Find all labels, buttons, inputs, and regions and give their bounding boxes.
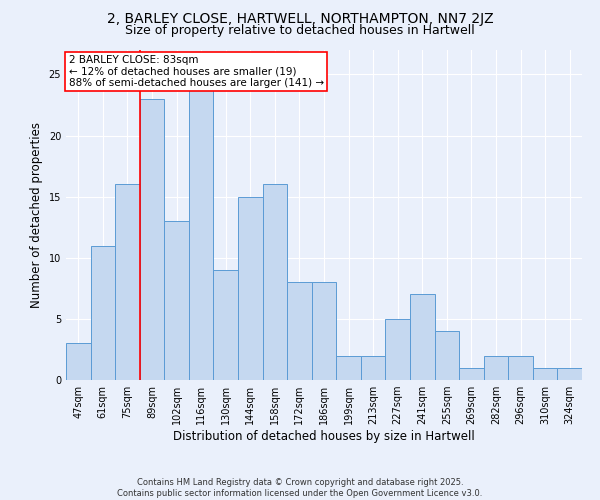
Bar xyxy=(263,184,287,380)
Y-axis label: Number of detached properties: Number of detached properties xyxy=(30,122,43,308)
Bar xyxy=(312,282,336,380)
Text: Size of property relative to detached houses in Hartwell: Size of property relative to detached ho… xyxy=(125,24,475,37)
Bar xyxy=(115,184,140,380)
Bar xyxy=(361,356,385,380)
Bar xyxy=(484,356,508,380)
Bar xyxy=(434,331,459,380)
X-axis label: Distribution of detached houses by size in Hartwell: Distribution of detached houses by size … xyxy=(173,430,475,443)
Bar xyxy=(508,356,533,380)
Bar xyxy=(91,246,115,380)
Bar xyxy=(140,99,164,380)
Bar xyxy=(189,86,214,380)
Bar xyxy=(66,344,91,380)
Text: 2 BARLEY CLOSE: 83sqm
← 12% of detached houses are smaller (19)
88% of semi-deta: 2 BARLEY CLOSE: 83sqm ← 12% of detached … xyxy=(68,55,324,88)
Text: Contains HM Land Registry data © Crown copyright and database right 2025.
Contai: Contains HM Land Registry data © Crown c… xyxy=(118,478,482,498)
Bar xyxy=(385,319,410,380)
Bar xyxy=(214,270,238,380)
Bar xyxy=(410,294,434,380)
Text: 2, BARLEY CLOSE, HARTWELL, NORTHAMPTON, NN7 2JZ: 2, BARLEY CLOSE, HARTWELL, NORTHAMPTON, … xyxy=(107,12,493,26)
Bar xyxy=(557,368,582,380)
Bar xyxy=(533,368,557,380)
Bar xyxy=(164,221,189,380)
Bar xyxy=(238,196,263,380)
Bar xyxy=(287,282,312,380)
Bar xyxy=(459,368,484,380)
Bar xyxy=(336,356,361,380)
